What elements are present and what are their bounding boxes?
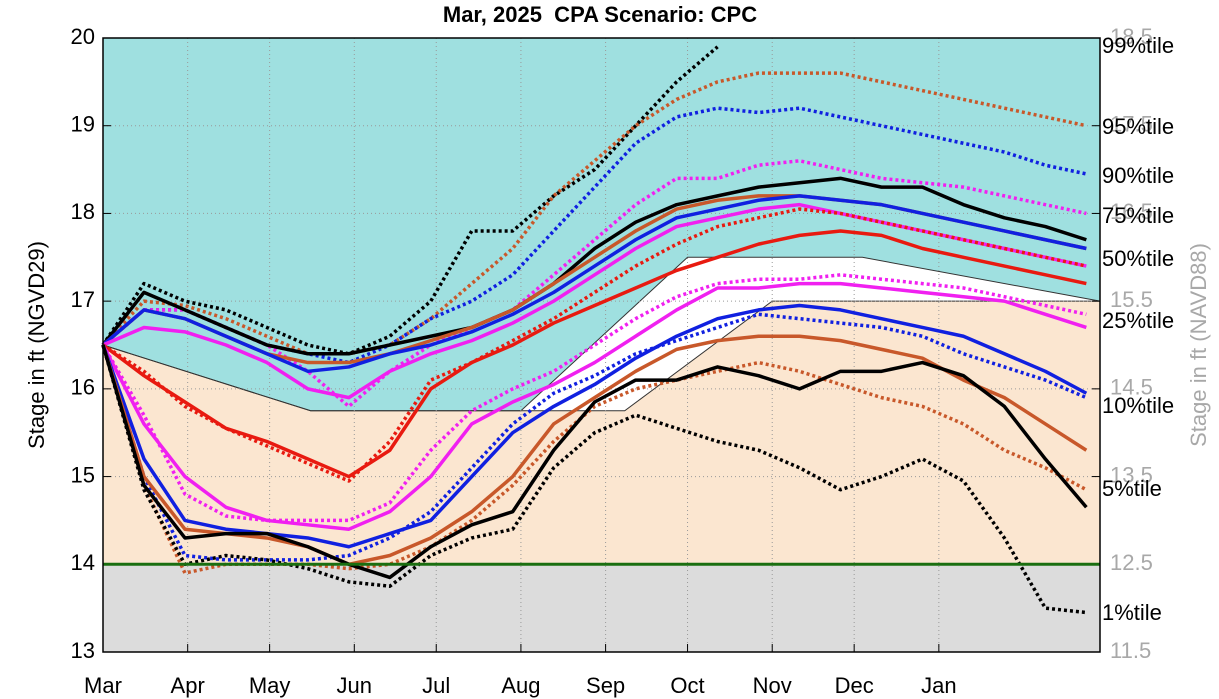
series-line — [101, 229, 1087, 479]
x-tick-label: Nov — [753, 673, 792, 698]
y-tick-label: 19 — [71, 112, 95, 137]
y-tick-label: 13 — [71, 638, 95, 663]
y2-tick-label: 11.5 — [1110, 638, 1151, 663]
y2-tick-label: 17.5 — [1110, 112, 1153, 137]
percentile-label: 75%tile — [1102, 203, 1174, 228]
series-line — [101, 176, 1087, 356]
zones — [102, 38, 1101, 652]
series-line — [102, 207, 1087, 483]
labels: 13 14 15 16 17 18 19 20 11.5 12.5 13.5 14.5 15.5 16.5… — [71, 24, 1175, 698]
x-tick-label: Oct — [670, 673, 704, 698]
percentile-label: 25%tile — [1102, 308, 1174, 333]
series-line — [101, 344, 1087, 615]
plot-frame — [102, 37, 1101, 653]
percentile-label: 95%tile — [1102, 114, 1174, 139]
y2-tick-label: 15.5 — [1110, 287, 1153, 312]
y-tick-label: 18 — [71, 199, 95, 224]
percentile-label: 50%tile — [1102, 246, 1174, 271]
x-tick-label: Dec — [835, 673, 874, 698]
y2-tick-label: 18.5 — [1110, 24, 1153, 49]
percentile-label: 5%tile — [1102, 476, 1162, 501]
x-tick-label: Aug — [501, 673, 540, 698]
x-tick-label: Jan — [921, 673, 956, 698]
y2-axis-label: Stage in ft (NAVD88) — [1186, 243, 1211, 447]
percentile-label: 1%tile — [1102, 600, 1162, 625]
x-tick-label: Jul — [422, 673, 450, 698]
series-line — [101, 45, 719, 356]
percentile-label: 90%tile — [1102, 163, 1174, 188]
y2-tick-label: 12.5 — [1110, 550, 1153, 575]
x-tick-label: May — [249, 673, 291, 698]
series-line — [101, 71, 1087, 356]
y-tick-label: 14 — [71, 550, 95, 575]
chart-title: Mar, 2025 CPA Scenario: CPC — [443, 2, 757, 27]
percentile-label: 99%tile — [1102, 33, 1174, 58]
x-tick-label: Sep — [586, 673, 625, 698]
series-line — [101, 334, 1088, 567]
percentile-label: 10%tile — [1102, 393, 1174, 418]
series-line — [101, 344, 1088, 580]
lines — [101, 37, 1101, 653]
series-line — [101, 281, 1087, 531]
x-tick-label: Apr — [171, 673, 205, 698]
upper-zone — [103, 38, 1100, 411]
y-tick-label: 16 — [71, 375, 95, 400]
x-tick-label: Jun — [337, 673, 372, 698]
lower-zone-edge — [102, 300, 1100, 412]
lower-zone — [103, 301, 1100, 565]
x-tick-label: Mar — [84, 673, 122, 698]
floor-zone — [103, 564, 1100, 652]
series-line — [101, 273, 1087, 523]
y-tick-label: 17 — [71, 287, 95, 312]
y-tick-label: 20 — [71, 24, 95, 49]
series-line — [101, 194, 1087, 374]
y2-tick-label: 16.5 — [1110, 199, 1153, 224]
y2-tick-label: 14.5 — [1110, 375, 1153, 400]
y2-tick-label: 13.5 — [1110, 462, 1153, 487]
y-axis-label: Stage in ft (NGVD29) — [24, 241, 49, 449]
y-tick-label: 15 — [71, 462, 95, 487]
